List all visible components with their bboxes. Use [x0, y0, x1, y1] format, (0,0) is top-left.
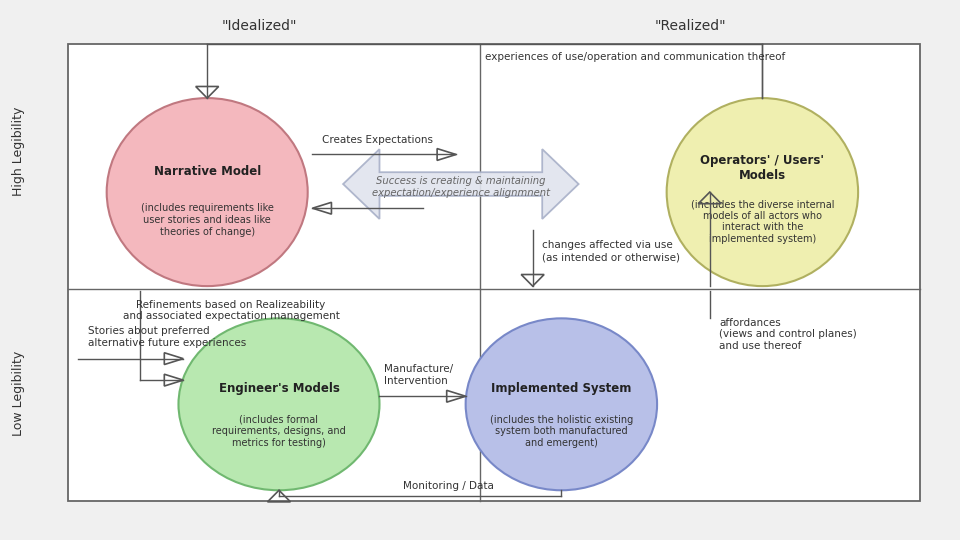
Text: Implemented System: Implemented System	[492, 382, 632, 395]
Text: affordances
(views and control planes)
and use thereof: affordances (views and control planes) a…	[719, 318, 857, 351]
Polygon shape	[343, 149, 579, 219]
Text: changes affected via use
(as intended or otherwise): changes affected via use (as intended or…	[542, 240, 681, 262]
Text: (includes the diverse internal
models of all actors who
interact with the
implem: (includes the diverse internal models of…	[690, 199, 834, 244]
FancyBboxPatch shape	[68, 44, 921, 501]
Text: Monitoring / Data: Monitoring / Data	[403, 481, 494, 491]
Text: (includes the holistic existing
system both manufactured
and emergent): (includes the holistic existing system b…	[490, 415, 633, 448]
Text: High Legibility: High Legibility	[12, 107, 25, 197]
Text: Low Legibility: Low Legibility	[12, 351, 25, 436]
Text: Refinements based on Realizeability
and associated expectation management: Refinements based on Realizeability and …	[123, 300, 340, 321]
Text: (includes formal
requirements, designs, and
metrics for testing): (includes formal requirements, designs, …	[212, 415, 346, 448]
Ellipse shape	[179, 319, 379, 490]
Text: experiences of use/operation and communication thereof: experiences of use/operation and communi…	[485, 52, 785, 63]
Text: "Idealized": "Idealized"	[222, 18, 298, 32]
Ellipse shape	[466, 319, 657, 490]
Text: Operators' / Users'
Models: Operators' / Users' Models	[701, 154, 825, 182]
Text: (includes requirements like
user stories and ideas like
theories of change): (includes requirements like user stories…	[141, 204, 274, 237]
Text: "Realized": "Realized"	[655, 18, 727, 32]
Text: Engineer's Models: Engineer's Models	[219, 382, 340, 395]
Text: Stories about preferred
alternative future experiences: Stories about preferred alternative futu…	[87, 326, 246, 348]
Text: Success is creating & maintaining
expectation/experience alignmnent: Success is creating & maintaining expect…	[372, 176, 550, 198]
Text: Creates Expectations: Creates Expectations	[322, 135, 433, 145]
Ellipse shape	[666, 98, 858, 286]
Text: Narrative Model: Narrative Model	[154, 165, 261, 178]
Text: Manufacture/
Intervention: Manufacture/ Intervention	[384, 364, 453, 386]
Ellipse shape	[107, 98, 308, 286]
